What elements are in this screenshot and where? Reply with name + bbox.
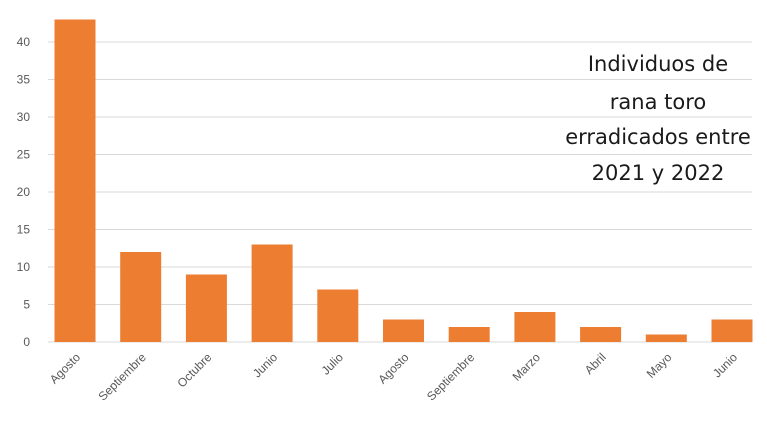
- y-tick-label: 30: [17, 110, 31, 124]
- gridlines: [48, 41, 752, 343]
- bar-11: [711, 319, 753, 342]
- bar-1: [54, 19, 96, 342]
- x-tick-label: Agosto: [375, 350, 412, 387]
- x-axis-tick-labels: Agosto Septiembre Octubre Junio Julio Agosto S…: [47, 350, 741, 404]
- bar-7: [448, 327, 490, 342]
- x-tick-label: Septiembre: [424, 350, 478, 404]
- x-tick-label: Julio: [319, 350, 347, 378]
- y-tick-label: 40: [17, 35, 31, 49]
- chart-title-line-1: Individuos de: [588, 52, 728, 76]
- y-tick-label: 0: [23, 335, 30, 349]
- bar-2: [120, 252, 162, 342]
- y-tick-label: 15: [17, 223, 31, 237]
- bar-4: [251, 244, 293, 342]
- bars: [54, 19, 753, 342]
- x-tick-label: Abril: [582, 350, 609, 377]
- x-tick-label: Marzo: [510, 350, 544, 384]
- bar-3: [185, 274, 227, 342]
- y-axis-tick-labels: 0 5 10 15 20 25 30 35 40: [17, 35, 31, 349]
- chart-title-line-4: 2021 y 2022: [592, 161, 725, 185]
- bar-6: [383, 319, 424, 342]
- bar-10: [645, 334, 687, 342]
- y-tick-label: 35: [17, 73, 31, 87]
- y-tick-label: 10: [17, 260, 31, 274]
- y-tick-label: 5: [23, 298, 30, 312]
- bar-8: [514, 312, 556, 342]
- x-tick-label: Septiembre: [96, 350, 150, 404]
- x-tick-label: Mayo: [644, 350, 675, 381]
- chart-title-line-2: rana toro: [610, 90, 706, 114]
- x-tick-label: Junio: [710, 350, 740, 380]
- x-tick-label: Octubre: [174, 350, 214, 390]
- y-tick-label: 25: [17, 148, 31, 162]
- chart-title-line-3: erradicados entre: [565, 125, 751, 149]
- bar-9: [580, 327, 622, 342]
- x-tick-label: Junio: [250, 350, 280, 380]
- x-tick-label: Agosto: [47, 350, 84, 387]
- y-tick-label: 20: [17, 185, 31, 199]
- bar-5: [317, 289, 359, 342]
